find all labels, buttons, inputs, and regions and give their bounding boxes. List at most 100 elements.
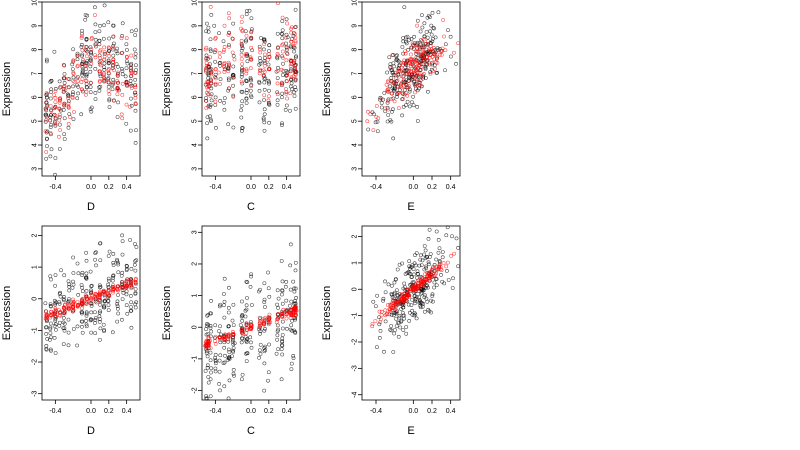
fitted-point xyxy=(128,65,133,70)
observed-point xyxy=(66,330,71,335)
observed-point xyxy=(240,99,245,104)
observed-point xyxy=(98,326,103,331)
fitted-point xyxy=(222,23,227,28)
observed-point xyxy=(70,92,75,97)
fitted-point xyxy=(289,313,294,317)
observed-point xyxy=(80,310,85,315)
observed-point xyxy=(423,248,428,253)
observed-point xyxy=(213,59,217,64)
observed-point xyxy=(284,69,289,73)
observed-point xyxy=(71,279,75,284)
observed-point xyxy=(106,85,111,89)
observed-point xyxy=(89,52,93,57)
observed-point xyxy=(88,85,93,89)
observed-point xyxy=(83,13,88,17)
observed-point xyxy=(84,37,89,42)
observed-point xyxy=(293,301,298,306)
observed-point xyxy=(62,81,67,85)
fitted-point xyxy=(244,331,249,335)
observed-point xyxy=(388,327,393,332)
observed-point xyxy=(93,331,98,335)
fitted-point xyxy=(410,45,414,50)
fitted-point xyxy=(387,307,392,311)
observed-point xyxy=(262,112,267,117)
observed-point xyxy=(62,72,67,76)
observed-point xyxy=(80,285,84,290)
y-tick-label: 9 xyxy=(192,24,199,28)
observed-point xyxy=(129,83,134,88)
fitted-point xyxy=(111,34,116,39)
fitted-point xyxy=(231,37,235,41)
observed-point xyxy=(133,55,138,60)
observed-point xyxy=(414,316,419,321)
observed-point xyxy=(124,292,129,297)
observed-point xyxy=(222,100,226,105)
observed-point xyxy=(208,326,213,330)
observed-point xyxy=(57,79,62,84)
observed-point xyxy=(382,349,386,354)
y-tick-label: 10 xyxy=(352,0,359,6)
observed-point xyxy=(226,78,231,83)
observed-point xyxy=(417,263,422,268)
fitted-point xyxy=(417,83,422,88)
fitted-point xyxy=(292,306,297,311)
observed-point xyxy=(84,322,89,327)
observed-point xyxy=(84,258,89,263)
fitted-point xyxy=(386,87,390,92)
fitted-point xyxy=(112,98,116,103)
observed-point xyxy=(49,108,53,112)
observed-point xyxy=(111,273,116,278)
observed-point xyxy=(402,316,406,321)
fitted-point xyxy=(395,78,400,83)
observed-point xyxy=(279,31,284,36)
observed-point xyxy=(423,309,427,314)
fitted-point xyxy=(85,54,89,59)
observed-point xyxy=(114,62,119,66)
fitted-point xyxy=(405,72,409,76)
observed-point xyxy=(44,332,49,336)
observed-point xyxy=(415,105,420,109)
observed-point xyxy=(93,5,97,10)
fitted-point xyxy=(80,48,85,53)
observed-point xyxy=(102,61,107,66)
fitted-point xyxy=(230,76,235,80)
observed-point xyxy=(394,324,399,328)
y-tick-label: 3 xyxy=(192,167,199,171)
fitted-point xyxy=(80,306,84,311)
observed-point xyxy=(89,109,94,114)
observed-point xyxy=(288,263,293,268)
fitted-point xyxy=(106,289,111,293)
fitted-point xyxy=(226,33,231,37)
observed-point xyxy=(402,285,407,289)
fitted-point xyxy=(213,334,218,339)
fitted-point xyxy=(120,50,125,55)
fitted-point xyxy=(274,320,279,325)
observed-point xyxy=(266,370,271,375)
observed-point xyxy=(132,47,137,52)
observed-point xyxy=(111,274,115,278)
fitted-point xyxy=(401,74,406,78)
fitted-point xyxy=(249,323,254,328)
fitted-point xyxy=(133,71,138,75)
fitted-point xyxy=(426,39,430,44)
observed-point xyxy=(222,303,226,308)
observed-point xyxy=(266,286,271,291)
observed-point xyxy=(206,29,211,34)
x-tick-label: 0.2 xyxy=(264,184,274,191)
fitted-point xyxy=(415,23,419,28)
fitted-point xyxy=(227,16,232,21)
fitted-point xyxy=(452,251,456,256)
observed-point xyxy=(279,259,284,263)
y-tick-label: 1 xyxy=(32,265,39,269)
observed-point xyxy=(258,287,262,292)
observed-point xyxy=(407,104,412,109)
fitted-point xyxy=(244,326,249,330)
observed-point xyxy=(208,47,213,52)
fitted-point xyxy=(48,315,53,320)
observed-point xyxy=(205,21,209,26)
fitted-point xyxy=(289,312,294,317)
observed-point xyxy=(98,23,102,28)
y-tick-label: -2 xyxy=(32,359,39,365)
observed-point xyxy=(420,25,425,30)
x-tick-label: 0.0 xyxy=(246,408,256,415)
